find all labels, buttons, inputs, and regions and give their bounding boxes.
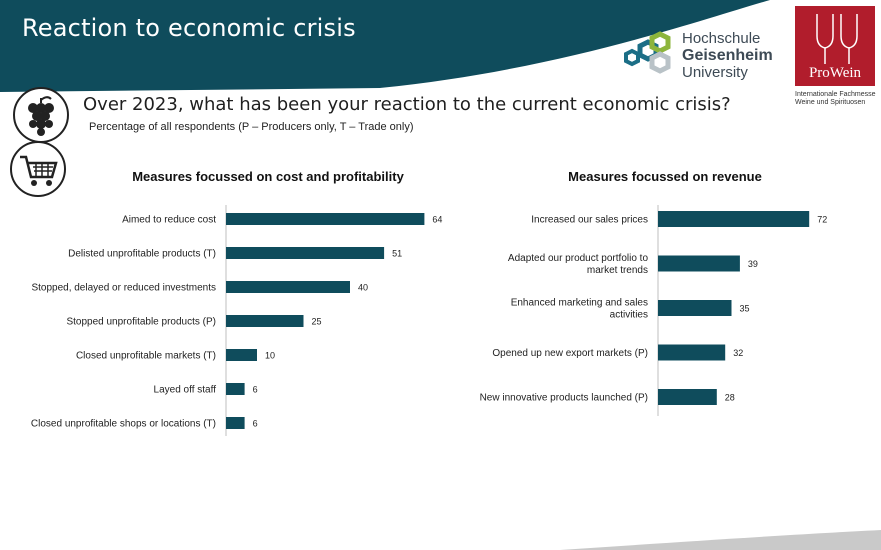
revenue-bar-3: [658, 344, 726, 361]
cost-value-label-0: 64: [432, 215, 442, 225]
cost-category-label-6: Closed unprofitable shops or locations (…: [31, 419, 216, 430]
question-subtitle: Percentage of all respondents (P – Produ…: [89, 121, 414, 133]
right-chart-title: Measures focussed on revenue: [568, 169, 762, 184]
cost-bar-0: [226, 213, 425, 225]
cost-value-label-3: 25: [312, 317, 322, 327]
hexagon-logo-icon: [624, 31, 671, 74]
revenue-category-label-3: Opened up new export markets (P): [492, 348, 648, 359]
cost-category-label-2: Stopped, delayed or reduced investments: [31, 283, 216, 294]
shopping-cart-icon-graphic: [20, 155, 58, 186]
cost-category-label-1: Delisted unprofitable products (T): [68, 249, 216, 260]
header-banner: [0, 0, 881, 92]
cost-value-label-2: 40: [358, 283, 368, 293]
grape-icon: [13, 87, 69, 143]
revenue-value-label-4: 28: [725, 393, 735, 403]
cost-category-label-4: Closed unprofitable markets (T): [76, 351, 216, 362]
hgu-line1: Hochschule: [682, 30, 761, 47]
revenue-bar-1: [658, 255, 740, 272]
cost-bar-1: [226, 247, 385, 259]
wine-glass-logo-icon: [816, 14, 858, 64]
page-title: Reaction to economic crisis: [22, 14, 356, 42]
hgu-line3: University: [682, 64, 748, 81]
revenue-value-label-0: 72: [817, 215, 827, 225]
revenue-category-label-0: Increased our sales prices: [531, 215, 648, 226]
cost-category-label-5: Layed off staff: [154, 385, 217, 396]
cost-bar-2: [226, 281, 350, 293]
footer-swoosh: [560, 530, 881, 550]
prowein-caption-line1: Internationale Fachmesse: [795, 91, 876, 98]
hgu-logo: [618, 28, 790, 86]
revenue-bar-0: [658, 211, 810, 227]
revenue-category-label-1: Adapted our product portfolio to market t…: [508, 253, 649, 276]
grape-icon-graphic: [28, 96, 54, 136]
prowein-caption-line2: Weine und Spirituosen: [795, 99, 866, 106]
cost-value-label-6: 6: [253, 419, 258, 429]
cost-bar-4: [226, 349, 257, 361]
prowein-caption: Internationale Fachmesse Weine und Spiri…: [795, 91, 881, 107]
prowein-logo: ProWein: [795, 6, 875, 86]
revenue-value-label-3: 32: [733, 348, 743, 358]
question-heading: Over 2023, what has been your reaction t…: [83, 94, 731, 115]
revenue-value-label-2: 35: [740, 304, 750, 314]
prowein-wordmark: ProWein: [808, 65, 862, 81]
revenue-bar-4: [658, 389, 717, 405]
hgu-logo-text: Hochschule Geisenheim University: [682, 30, 773, 81]
cost-category-label-3: Stopped unprofitable products (P): [66, 317, 216, 328]
cost-bar-5: [226, 383, 245, 395]
header-background: [0, 0, 881, 92]
left-chart-title: Measures focussed on cost and profitabil…: [132, 169, 404, 184]
revenue-category-label-4: New innovative products launched (P): [480, 393, 648, 404]
cost-value-label-5: 6: [253, 385, 258, 395]
cost-bar-3: [226, 315, 304, 327]
cost-category-label-0: Aimed to reduce cost: [122, 215, 216, 226]
revenue-category-label-2: Enhanced marketing and sales activities: [511, 298, 648, 321]
shopping-cart-icon: [10, 141, 66, 197]
revenue-value-label-1: 39: [748, 259, 758, 269]
cost-value-label-1: 51: [392, 249, 402, 259]
hgu-line2: Geisenheim: [682, 47, 773, 64]
revenue-bar-2: [658, 300, 732, 316]
cost-value-label-4: 10: [265, 351, 275, 361]
cost-bar-6: [226, 417, 245, 429]
